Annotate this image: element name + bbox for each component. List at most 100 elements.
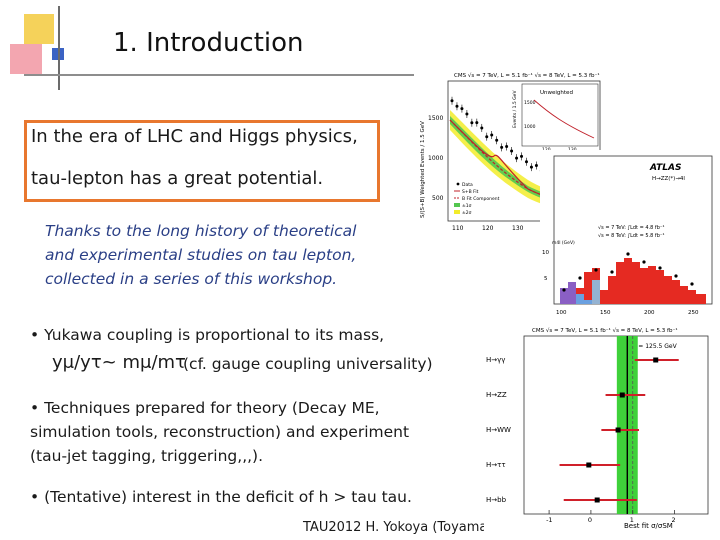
mu-tick-label: 0 xyxy=(588,516,592,524)
bullet-techniques-3: (tau-jet tagging, triggering,,,). xyxy=(30,447,264,465)
highlight-line-1: In the era of LHC and Higgs physics, xyxy=(31,126,358,147)
atlas-xtick-2: 200 xyxy=(644,310,655,316)
decor-yellow-square xyxy=(24,14,54,44)
atlas-point xyxy=(610,270,614,274)
atlas-point xyxy=(594,268,598,272)
note-line-1: Thanks to the long history of theoretica… xyxy=(45,222,357,240)
slide-title: 1. Introduction xyxy=(113,28,304,58)
cms-data-point xyxy=(505,145,509,149)
mu-channel-label: H→γγ xyxy=(486,356,505,364)
atlas-point xyxy=(578,276,582,280)
cms-data-point xyxy=(450,99,454,103)
atlas-ytick-0: 10 xyxy=(542,250,549,256)
cms-inset-frame xyxy=(521,83,599,147)
cms-inset-fit xyxy=(533,99,595,139)
yukawa-note: (cf. gauge coupling universality) xyxy=(183,355,433,373)
mu-combined-band xyxy=(616,336,638,514)
signal-strength-plot: CMS √s = 7 TeV, L = 5.1 fb⁻¹ √s = 8 TeV,… xyxy=(484,322,718,534)
cms-data-point xyxy=(465,112,469,116)
legend-2s: ±2σ xyxy=(462,210,472,216)
mu-frame xyxy=(523,335,709,515)
cms-data-point xyxy=(524,160,528,164)
cms-xtick-1: 120 xyxy=(482,225,494,232)
atlas-label: ATLAS xyxy=(649,163,681,173)
legend-sb: S+B Fit xyxy=(462,189,479,195)
title-underline xyxy=(24,74,414,76)
mu-channels: H→γγ H→ZZ H→WW H→ττ H→bb xyxy=(486,356,679,504)
mu-tick-label: -1 xyxy=(546,516,552,524)
atlas-point xyxy=(642,260,646,264)
cms-xtick-0: 110 xyxy=(452,225,464,232)
legend-data: Data xyxy=(462,182,473,188)
cms-data-point xyxy=(510,149,514,153)
cms-data-point xyxy=(470,121,474,125)
legend-data-marker xyxy=(456,182,460,186)
atlas-lumi-1: √s = 7 TeV: ∫Ldt = 4.8 fb⁻¹ xyxy=(598,225,665,231)
legend-2s-marker xyxy=(454,210,460,214)
mu-mass: mH = 125.5 GeV xyxy=(626,343,678,350)
atlas-data-points xyxy=(562,252,694,292)
footer-citation: TAU2012 H. Yokoya (Toyama U) xyxy=(303,520,507,535)
cms-data-point xyxy=(515,156,519,160)
cms-header: CMS √s = 7 TeV, L = 5.1 fb⁻¹ √s = 8 TeV,… xyxy=(454,72,600,79)
cms-data-point xyxy=(480,126,484,130)
legend-b: B Fit Component xyxy=(462,196,500,202)
cms-ytick-0: 1500 xyxy=(428,115,443,122)
cms-ytick-2: 500 xyxy=(432,195,444,202)
bullet-deficit: • (Tentative) interest in the deficit of… xyxy=(30,488,412,506)
atlas-xtick-1: 150 xyxy=(600,310,611,316)
cms-data-point xyxy=(485,135,489,139)
cms-ylabel: S/(S+B) Weighted Events / 1.5 GeV xyxy=(420,121,426,218)
mu-xticks: -1 0 1 2 xyxy=(546,510,676,524)
highlight-box xyxy=(24,120,380,202)
atlas-point xyxy=(658,266,662,270)
cms-ytick-1: 1000 xyxy=(428,155,443,162)
cms-xtick-2: 130 xyxy=(512,225,524,232)
mu-channel-point xyxy=(586,462,592,468)
atlas-xtick-3: 250 xyxy=(688,310,699,316)
mu-tick-label: 1 xyxy=(630,516,634,524)
cms-data-point xyxy=(495,138,499,142)
mu-channel-point xyxy=(653,357,659,363)
cms-data-point xyxy=(500,145,504,149)
legend-1s: ±1σ xyxy=(462,203,472,209)
mu-channel-point xyxy=(615,427,621,433)
cms-data-point xyxy=(534,163,538,167)
cms-data-point xyxy=(490,133,494,137)
note-line-2: and experimental studies on tau lepton, xyxy=(45,246,357,264)
mu-xlabel: Best fit σ/σSM xyxy=(624,522,673,530)
atlas-point xyxy=(674,274,678,278)
atlas-point xyxy=(626,252,630,256)
yukawa-ratio: yμ/yτ~ mμ/mτ xyxy=(52,352,186,373)
cms-inset-ylabel: Events / 1.5 GeV xyxy=(512,90,518,128)
atlas-ytick-1: 5 xyxy=(544,276,548,282)
atlas-xtick-0: 100 xyxy=(556,310,567,316)
cms-data-point xyxy=(529,165,533,169)
mu-channel-point xyxy=(619,392,625,398)
bullet-yukawa: • Yukawa coupling is proportional to its… xyxy=(30,326,385,344)
atlas-point xyxy=(690,282,694,286)
mu-header: CMS √s = 7 TeV, L = 5.1 fb⁻¹ √s = 8 TeV,… xyxy=(532,327,678,334)
cms-data-point xyxy=(455,104,459,108)
atlas-signal xyxy=(592,280,600,304)
atlas-ttbar xyxy=(576,294,592,304)
cms-inset-ytick-0: 1500 xyxy=(524,100,536,106)
mu-channel-label: H→bb xyxy=(486,496,507,504)
highlight-line-2: tau-lepton has a great potential. xyxy=(31,168,324,189)
atlas-4l-svg: ATLAS H→ZZ(*)→4l √s = 7 TeV: ∫Ldt = 4.8 … xyxy=(542,155,713,316)
cms-data-point xyxy=(520,154,524,158)
atlas-channel: H→ZZ(*)→4l xyxy=(652,176,685,182)
decor-vertical-line xyxy=(58,6,60,90)
cms-inset-ytick-1: 1000 xyxy=(524,124,536,130)
decor-pink-square xyxy=(10,44,42,74)
cms-data-point xyxy=(460,107,464,111)
cms-legend: Data S+B Fit B Fit Component ±1σ ±2σ xyxy=(454,182,500,216)
cms-data-point xyxy=(475,121,479,125)
mu-channel-label: H→ττ xyxy=(486,461,506,469)
atlas-point xyxy=(562,288,566,292)
atlas-lumi-2: √s = 8 TeV: ∫Ldt = 5.8 fb⁻¹ xyxy=(598,233,665,239)
mu-channel-point xyxy=(594,497,600,503)
signal-strength-svg: CMS √s = 7 TeV, L = 5.1 fb⁻¹ √s = 8 TeV,… xyxy=(486,327,709,530)
mu-tick-label: 2 xyxy=(672,516,676,524)
mu-channel-label: H→WW xyxy=(486,426,511,434)
